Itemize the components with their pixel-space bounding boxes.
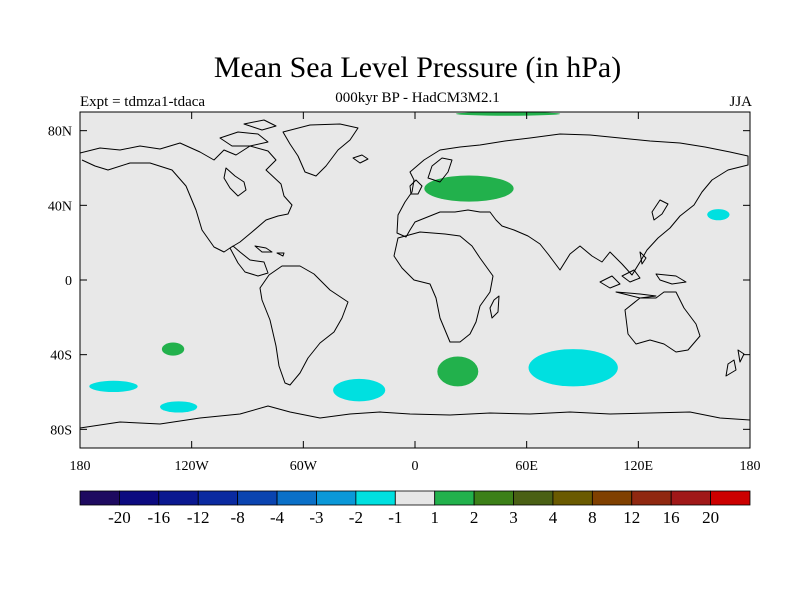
- lon-tick-label: 180: [740, 459, 761, 474]
- anomaly-europe-high: [424, 175, 514, 202]
- coast-madagascar: [489, 295, 500, 319]
- lon-tick-label: 120E: [624, 459, 654, 474]
- colorbar-label: 3: [509, 508, 518, 527]
- colorbar-box: [316, 490, 357, 506]
- anomaly-south-pacific-low-1: [89, 380, 138, 392]
- colorbar-label: -4: [270, 508, 285, 527]
- colorbar-box: [473, 490, 514, 506]
- lon-tick-label: 0: [412, 459, 419, 474]
- colorbar-box: [158, 490, 199, 506]
- colorbar-label: -3: [309, 508, 323, 527]
- coast-caribbean: [254, 245, 285, 257]
- coastlines: [80, 119, 750, 429]
- colorbar-box: [631, 490, 672, 506]
- lat-tick-label: 40N: [48, 199, 72, 214]
- lat-tick-label: 0: [65, 274, 72, 289]
- coast-eurasia: [396, 133, 749, 276]
- coast-new-zealand: [725, 349, 745, 377]
- colorbar-label: -8: [231, 508, 245, 527]
- lon-tick-label: 180: [70, 459, 91, 474]
- colorbar-box: [434, 490, 475, 506]
- colorbar-label: 2: [470, 508, 479, 527]
- colorbar-label: 16: [663, 508, 680, 527]
- anomaly-south-atlantic-high: [437, 356, 479, 387]
- coast-hudson-bay: [223, 167, 247, 197]
- colorbar-box: [552, 490, 593, 506]
- anomaly-south-pacific-high: [161, 342, 185, 356]
- axis-ticks: 180 120W 60W 0 60E 120E 180 80N 40N 0 40S 80S: [48, 112, 761, 474]
- colorbar-box: [276, 490, 317, 506]
- coast-indonesia: [599, 251, 687, 299]
- coast-australia: [624, 291, 701, 353]
- coast-japan: [651, 199, 669, 221]
- anomaly-south-atlantic-low: [333, 378, 386, 402]
- coast-scandinavia: [427, 157, 453, 183]
- colorbar-label: -12: [187, 508, 210, 527]
- colorbar-label: 8: [588, 508, 597, 527]
- coast-great-britain: [409, 179, 423, 195]
- colorbar-box: [355, 490, 396, 506]
- colorbar-box: [591, 490, 633, 506]
- colorbar-label: 4: [549, 508, 558, 527]
- coast-greenland: [282, 123, 359, 177]
- coast-iceland: [352, 154, 369, 164]
- colorbar-label: -20: [108, 508, 131, 527]
- coast-antarctica: [80, 405, 750, 429]
- lat-tick-label: 80N: [48, 125, 72, 140]
- lon-tick-label: 60W: [290, 459, 318, 474]
- colorbar-label: 20: [702, 508, 719, 527]
- colorbar-box: [197, 490, 239, 506]
- anomaly-south-pacific-low-2: [160, 401, 198, 413]
- colorbar-box: [513, 490, 554, 506]
- season-label: JJA: [729, 94, 752, 110]
- lon-tick-label: 120W: [175, 459, 210, 474]
- anomaly-indian-ocean-low: [528, 349, 618, 387]
- colorbar-box: [79, 490, 120, 506]
- colorbar-box: [710, 490, 751, 506]
- colorbar: -20 -16 -12 -8 -4 -3 -2 -1 1 2 3 4 8 12 16 20: [79, 490, 751, 527]
- colorbar-label: -2: [349, 508, 363, 527]
- coast-south-america: [259, 265, 349, 386]
- coast-arctic-islands: [219, 119, 277, 147]
- coast-north-america: [80, 142, 293, 277]
- colorbar-box: [237, 490, 278, 506]
- colorbar-label: 1: [430, 508, 439, 527]
- anomaly-north-pacific-low: [707, 209, 730, 221]
- colorbar-box: [119, 490, 160, 506]
- anomaly-arctic-high: [455, 112, 561, 116]
- lon-tick-label: 60E: [515, 459, 538, 474]
- map-title: Mean Sea Level Pressure (in hPa): [213, 51, 622, 84]
- coast-africa: [393, 231, 494, 343]
- experiment-label: Expt = tdmza1-tdaca: [80, 94, 206, 110]
- lat-tick-label: 80S: [50, 423, 72, 438]
- colorbar-label: -16: [147, 508, 170, 527]
- colorbar-label: 12: [623, 508, 640, 527]
- colorbar-box: [670, 490, 711, 506]
- map-subtitle: 000kyr BP - HadCM3M2.1: [335, 90, 500, 106]
- colorbar-box: [394, 490, 436, 506]
- lat-tick-label: 40S: [50, 349, 72, 364]
- anomaly-layer: [89, 112, 730, 413]
- colorbar-label: -1: [388, 508, 402, 527]
